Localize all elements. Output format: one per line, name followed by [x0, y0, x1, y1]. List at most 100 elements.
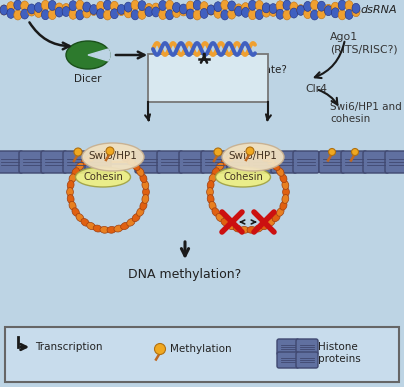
- Ellipse shape: [87, 223, 95, 229]
- Ellipse shape: [207, 5, 215, 15]
- Circle shape: [328, 149, 335, 156]
- Ellipse shape: [83, 2, 91, 12]
- Ellipse shape: [0, 5, 8, 15]
- Ellipse shape: [138, 9, 146, 19]
- Ellipse shape: [145, 7, 153, 17]
- Text: Cohesin: Cohesin: [83, 172, 123, 182]
- Ellipse shape: [21, 1, 29, 11]
- Text: Histone
proteins: Histone proteins: [318, 342, 361, 364]
- Ellipse shape: [222, 143, 284, 171]
- FancyBboxPatch shape: [227, 151, 253, 173]
- FancyBboxPatch shape: [201, 151, 227, 173]
- Ellipse shape: [233, 225, 242, 232]
- Ellipse shape: [280, 174, 287, 183]
- Ellipse shape: [93, 225, 102, 232]
- Text: Methylation: Methylation: [170, 344, 231, 354]
- Ellipse shape: [200, 2, 208, 12]
- Ellipse shape: [90, 5, 98, 15]
- Ellipse shape: [338, 0, 346, 10]
- Ellipse shape: [107, 151, 116, 158]
- FancyBboxPatch shape: [319, 151, 345, 173]
- Ellipse shape: [81, 219, 89, 226]
- Ellipse shape: [83, 8, 91, 18]
- Ellipse shape: [107, 226, 116, 233]
- Ellipse shape: [207, 5, 215, 15]
- Ellipse shape: [166, 0, 174, 10]
- Ellipse shape: [282, 181, 289, 190]
- Ellipse shape: [121, 154, 129, 162]
- FancyBboxPatch shape: [249, 151, 275, 173]
- FancyBboxPatch shape: [148, 54, 268, 102]
- Ellipse shape: [55, 7, 63, 17]
- Ellipse shape: [331, 8, 339, 18]
- Ellipse shape: [66, 41, 110, 69]
- Ellipse shape: [131, 0, 139, 10]
- Ellipse shape: [152, 7, 160, 17]
- Ellipse shape: [221, 0, 229, 10]
- Ellipse shape: [240, 151, 249, 158]
- Ellipse shape: [304, 2, 312, 11]
- Text: Cohesin: Cohesin: [223, 172, 263, 182]
- Ellipse shape: [227, 154, 236, 162]
- Text: Amplification
by RdRP: Amplification by RdRP: [172, 68, 244, 92]
- Ellipse shape: [67, 181, 74, 190]
- Ellipse shape: [233, 152, 242, 159]
- Ellipse shape: [7, 2, 15, 12]
- Ellipse shape: [137, 168, 144, 176]
- Ellipse shape: [69, 174, 76, 183]
- FancyBboxPatch shape: [385, 151, 404, 173]
- Ellipse shape: [55, 3, 63, 13]
- Circle shape: [106, 147, 114, 155]
- Ellipse shape: [216, 163, 224, 170]
- Ellipse shape: [69, 201, 76, 210]
- Ellipse shape: [214, 8, 222, 18]
- Ellipse shape: [103, 10, 112, 20]
- FancyBboxPatch shape: [277, 339, 299, 355]
- Ellipse shape: [186, 9, 194, 19]
- Ellipse shape: [69, 1, 77, 11]
- Ellipse shape: [90, 5, 98, 15]
- Ellipse shape: [100, 151, 109, 158]
- Ellipse shape: [212, 168, 219, 176]
- Ellipse shape: [297, 5, 305, 15]
- Ellipse shape: [255, 10, 263, 20]
- Ellipse shape: [100, 226, 109, 233]
- Ellipse shape: [290, 2, 298, 12]
- Circle shape: [351, 149, 358, 156]
- Ellipse shape: [214, 2, 222, 12]
- Ellipse shape: [235, 6, 243, 16]
- Ellipse shape: [304, 9, 312, 19]
- Text: dsRNA: dsRNA: [360, 5, 397, 15]
- Ellipse shape: [186, 1, 194, 11]
- Ellipse shape: [48, 0, 56, 10]
- Ellipse shape: [62, 3, 70, 14]
- FancyBboxPatch shape: [157, 151, 183, 173]
- Circle shape: [154, 344, 166, 354]
- Ellipse shape: [97, 9, 105, 19]
- Ellipse shape: [221, 158, 229, 166]
- Ellipse shape: [207, 181, 214, 190]
- Ellipse shape: [221, 219, 229, 226]
- FancyBboxPatch shape: [277, 352, 299, 368]
- Ellipse shape: [272, 214, 280, 222]
- Ellipse shape: [140, 174, 147, 183]
- Ellipse shape: [103, 0, 112, 10]
- Ellipse shape: [345, 9, 353, 19]
- FancyBboxPatch shape: [19, 151, 45, 173]
- FancyBboxPatch shape: [271, 151, 297, 173]
- Ellipse shape: [248, 0, 257, 10]
- Ellipse shape: [14, 10, 22, 20]
- Ellipse shape: [276, 9, 284, 19]
- Ellipse shape: [142, 195, 149, 204]
- Ellipse shape: [240, 226, 249, 233]
- Polygon shape: [88, 49, 110, 61]
- Ellipse shape: [124, 8, 132, 18]
- Ellipse shape: [132, 214, 140, 222]
- Ellipse shape: [76, 163, 84, 170]
- Ellipse shape: [338, 10, 346, 20]
- Ellipse shape: [67, 195, 74, 204]
- Ellipse shape: [277, 208, 284, 216]
- Ellipse shape: [235, 4, 243, 14]
- Ellipse shape: [242, 7, 250, 17]
- Ellipse shape: [27, 4, 36, 14]
